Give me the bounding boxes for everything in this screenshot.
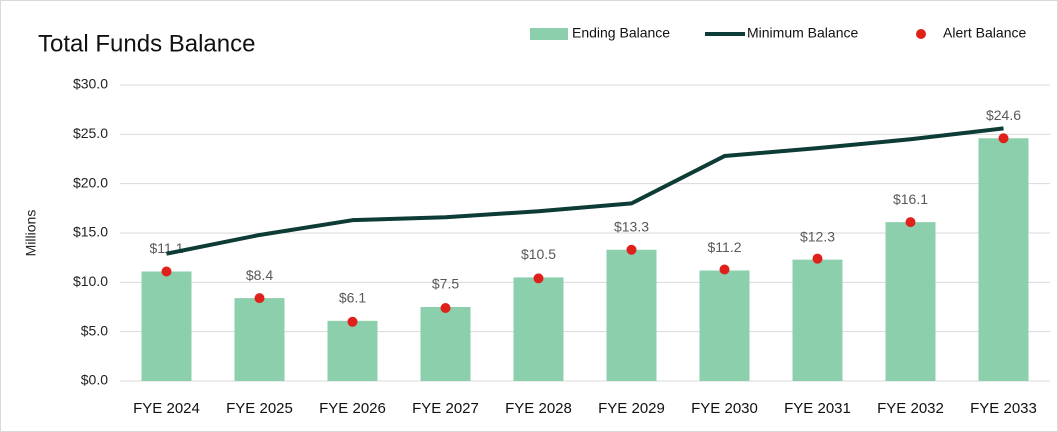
data-label: $16.1 <box>893 191 928 207</box>
x-tick-label: FYE 2028 <box>505 400 572 417</box>
x-tick-label: FYE 2026 <box>319 400 386 417</box>
bar <box>792 259 843 381</box>
point <box>719 264 730 275</box>
point <box>533 273 544 284</box>
data-label: $6.1 <box>339 290 366 306</box>
x-tick-label: FYE 2032 <box>877 400 944 417</box>
chart-title: Total Funds Balance <box>38 30 255 57</box>
bar <box>885 222 936 381</box>
data-label: $7.5 <box>432 276 459 292</box>
bar <box>699 270 750 381</box>
x-tick-label: FYE 2025 <box>226 400 293 417</box>
y-tick-label: $20.0 <box>73 174 108 190</box>
data-label: $8.4 <box>246 267 273 283</box>
y-tick-label: $25.0 <box>73 125 108 141</box>
bar <box>141 271 192 381</box>
data-label: $24.6 <box>986 107 1021 123</box>
data-label: $12.3 <box>800 228 835 244</box>
x-tick-label: FYE 2027 <box>412 400 479 417</box>
data-label: $11.2 <box>708 239 742 255</box>
bar <box>327 320 378 381</box>
data-label: $13.3 <box>614 218 649 234</box>
bar <box>978 138 1029 381</box>
bar <box>513 277 564 381</box>
legend-swatch <box>916 29 926 39</box>
x-tick-label: FYE 2030 <box>691 400 758 417</box>
point <box>905 217 916 228</box>
bar <box>234 298 285 381</box>
legend-label: Minimum Balance <box>747 25 858 41</box>
point <box>161 266 172 277</box>
line <box>166 126 1004 256</box>
bar <box>420 307 471 381</box>
x-tick-label: FYE 2033 <box>970 400 1037 417</box>
y-tick-label: $30.0 <box>73 76 108 92</box>
y-axis-label: Millions <box>23 210 39 257</box>
y-tick-label: $10.0 <box>73 273 108 289</box>
legend-label: Alert Balance <box>943 25 1026 41</box>
x-tick-label: FYE 2029 <box>598 400 665 417</box>
y-tick-label: $15.0 <box>73 224 108 240</box>
point <box>347 316 358 327</box>
bar <box>606 249 657 381</box>
point <box>440 302 451 313</box>
y-tick-label: $0.0 <box>81 372 108 388</box>
point <box>626 244 637 255</box>
x-tick-label: FYE 2024 <box>133 400 200 417</box>
y-tick-label: $5.0 <box>81 322 108 338</box>
legend-label: Ending Balance <box>572 25 670 41</box>
data-label: $10.5 <box>521 246 556 262</box>
legend-swatch <box>530 28 568 40</box>
point <box>812 253 823 264</box>
point <box>254 293 265 304</box>
x-tick-label: FYE 2031 <box>784 400 851 417</box>
point <box>998 133 1009 144</box>
